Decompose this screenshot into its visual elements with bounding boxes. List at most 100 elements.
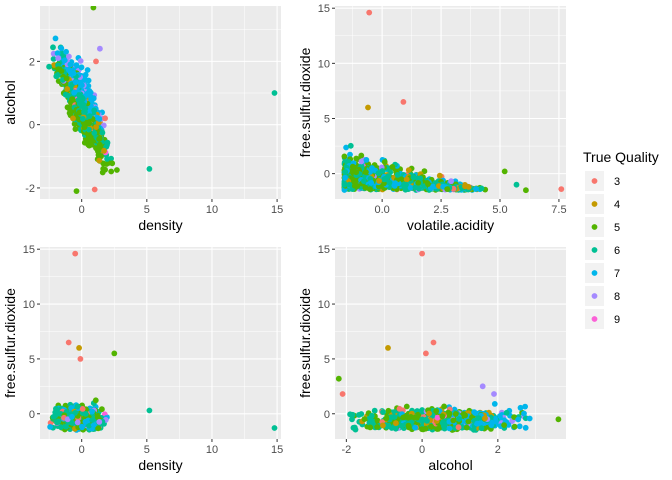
data-point [361, 416, 368, 422]
data-point [84, 67, 91, 73]
data-point [93, 124, 99, 130]
data-point [385, 345, 391, 351]
data-point [63, 48, 69, 55]
data-point [434, 414, 441, 421]
data-point [91, 107, 98, 114]
data-point [363, 169, 369, 176]
legend: True Quality 3 4 5 6 7 8 9 [583, 149, 659, 329]
data-point [63, 75, 70, 82]
data-point [55, 418, 62, 425]
data-point [89, 417, 96, 423]
data-point [77, 356, 84, 362]
data-point [104, 139, 111, 146]
y-axis-title: free.sulfur.dioxide [297, 288, 313, 398]
y-tick-label: 5 [324, 113, 330, 125]
data-point [358, 158, 365, 165]
data-point [555, 416, 562, 423]
data-point [72, 250, 79, 257]
data-point [386, 179, 393, 186]
data-point [96, 419, 103, 425]
data-point [97, 135, 103, 142]
data-point [55, 55, 62, 62]
data-point [341, 180, 348, 187]
data-point [50, 414, 57, 420]
data-point [379, 168, 386, 174]
data-point [95, 148, 101, 155]
data-point [46, 63, 52, 70]
legend-label: 4 [614, 199, 620, 211]
data-point [456, 416, 462, 422]
data-point [403, 176, 410, 183]
data-point [70, 115, 76, 122]
legend-title: True Quality [583, 149, 659, 165]
data-point [346, 181, 353, 188]
x-axis-title: alcohol [428, 457, 472, 473]
data-point [102, 166, 108, 173]
y-tick-label: 2 [29, 56, 35, 68]
data-point [69, 96, 76, 103]
data-point [85, 141, 91, 147]
data-point [523, 187, 529, 194]
data-point [79, 96, 86, 103]
data-point [52, 35, 59, 42]
data-point [367, 186, 373, 193]
legend-swatch [591, 224, 598, 230]
legend-item-5: 5 [585, 217, 620, 237]
data-point [104, 156, 110, 162]
data-point [53, 73, 60, 80]
legend-label: 9 [614, 314, 620, 326]
data-point [424, 418, 430, 424]
data-point [361, 178, 367, 185]
data-point [58, 45, 65, 52]
data-point [405, 422, 412, 429]
y-tick-label: 10 [318, 299, 330, 311]
data-point [103, 161, 110, 167]
data-point [380, 422, 386, 429]
data-point [74, 419, 81, 426]
data-point [446, 425, 453, 432]
x-tick-label: 5.0 [492, 204, 507, 216]
legend-item-9: 9 [585, 309, 620, 329]
points-layer [341, 9, 565, 194]
legend-item-6: 6 [585, 240, 620, 260]
data-point [89, 96, 96, 103]
data-point [335, 375, 342, 382]
data-point [66, 53, 72, 60]
data-point [441, 403, 447, 410]
data-point [407, 184, 414, 191]
panel-4: -2 0 2 0 5 10 15 alcohol free.sulfur.dioxide [297, 244, 566, 473]
data-point [448, 178, 454, 185]
x-tick-label: 7.5 [551, 204, 566, 216]
data-point [462, 412, 468, 419]
y-axis-title: free.sulfur.dioxide [297, 47, 313, 157]
data-point [271, 425, 278, 431]
data-point [76, 345, 82, 351]
legend-swatch [591, 293, 598, 299]
data-point [81, 124, 88, 130]
data-point [366, 9, 373, 16]
data-point [513, 181, 520, 188]
data-point [86, 92, 92, 98]
data-point [383, 415, 390, 422]
data-point [109, 160, 116, 167]
data-point [69, 413, 75, 420]
panel-2: 0.0 2.5 5.0 7.5 0 5 10 15 volatile.acidity free.s… [297, 3, 567, 233]
y-axis-title: free.sulfur.dioxide [2, 288, 18, 398]
data-point [463, 424, 470, 431]
data-point [342, 174, 348, 181]
data-point [391, 414, 398, 420]
data-point [517, 404, 524, 411]
data-point [381, 159, 388, 165]
data-point [342, 169, 349, 175]
legend-label: 8 [614, 291, 620, 303]
data-point [79, 101, 85, 107]
data-point [347, 151, 353, 158]
data-point [86, 126, 92, 133]
x-tick-label: -2 [341, 444, 351, 456]
data-point [79, 423, 85, 430]
data-point [362, 184, 369, 191]
data-point [76, 109, 83, 116]
data-point [426, 410, 432, 417]
data-point [415, 180, 422, 186]
